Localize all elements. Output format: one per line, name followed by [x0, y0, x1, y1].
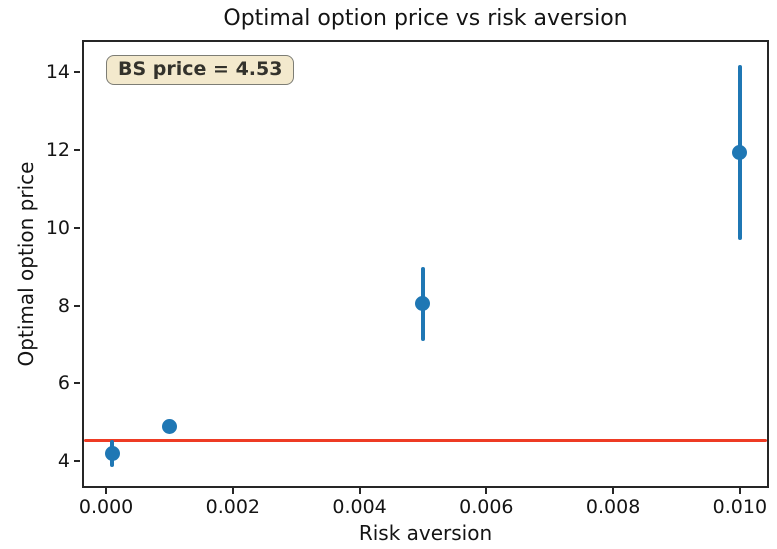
x-tick-label: 0.010: [712, 496, 768, 518]
x-tick-label: 0.008: [585, 496, 641, 518]
y-tick-mark: [74, 149, 80, 152]
y-tick-mark: [74, 382, 80, 385]
y-tick-mark: [74, 460, 80, 463]
x-tick-label: 0.004: [332, 496, 387, 518]
x-tick-mark: [105, 488, 108, 494]
y-tick-label: 6: [57, 372, 70, 395]
chart-title: Optimal option price vs risk aversion: [223, 6, 628, 31]
y-tick-label: 14: [45, 61, 70, 84]
x-tick-mark: [485, 488, 488, 494]
y-tick-label: 12: [45, 139, 70, 162]
y-axis-label: Optimal option price: [14, 161, 38, 367]
x-axis-label: Risk aversion: [358, 521, 493, 545]
bs-price-annotation: BS price = 4.53: [106, 55, 295, 85]
plot-area: [82, 40, 769, 488]
x-tick-mark: [231, 488, 234, 494]
y-tick-label: 4: [57, 450, 70, 473]
y-tick-mark: [74, 226, 80, 229]
x-tick-label: 0.006: [459, 496, 514, 518]
x-tick-mark: [358, 488, 361, 494]
x-tick-label: 0.000: [78, 496, 134, 518]
y-tick-mark: [74, 71, 80, 74]
x-tick-mark: [612, 488, 615, 494]
x-tick-mark: [738, 488, 741, 494]
y-tick-mark: [74, 304, 80, 307]
x-tick-label: 0.002: [205, 496, 261, 518]
